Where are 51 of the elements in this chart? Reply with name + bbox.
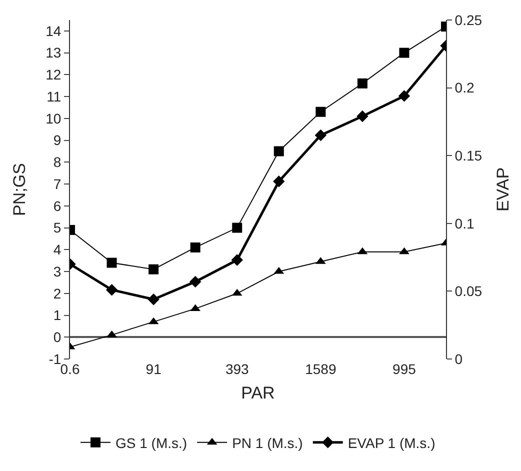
y-tick-label: 6 [53,198,62,214]
x-tick-label: 1589 [305,361,336,377]
y-tick-label: 8 [53,154,62,170]
y-tick-label: 1 [53,307,62,324]
y2-tick-label: 0.25 [454,12,482,28]
y2-tick-label: 0.2 [454,80,474,96]
y-tick-label: 4 [53,242,62,258]
x-tick-label: 91 [146,361,162,377]
point [189,276,202,288]
y-tick-label: 2 [53,285,62,302]
y-tick-label: 11 [46,88,62,104]
point [274,146,284,156]
y2-tick-label: 0.1 [454,215,474,232]
point [398,90,410,102]
point [148,293,160,306]
point [357,78,368,88]
point [356,110,368,122]
y-tick-label: 14 [46,22,62,39]
y2-tick-label: 0 [454,350,463,367]
y-tick-label: 10 [46,110,62,126]
point [106,284,118,296]
x-tick-label: 0.6 [60,361,80,377]
y-tick-label: 5 [53,220,62,236]
y2-tick-label: 0.15 [454,148,482,164]
legend-label: EVAP 1 (M.s.) [348,434,436,451]
x-tick-label: 393 [225,361,250,377]
point [399,247,410,254]
x-axis-title: PAR [241,383,275,402]
legend-label: PN 1 (M.s.) [232,434,303,451]
point [399,48,410,58]
point [106,258,117,268]
point [273,176,285,188]
point [231,254,243,266]
y-tick-label: 13 [46,44,62,61]
y-tick-label: 7 [53,176,62,192]
y2-axis-title: EVAP [494,167,513,212]
point [148,264,159,274]
legend-label: GS 1 (M.s.) [116,434,188,451]
y-tick-label: 9 [53,132,62,148]
y-tick-label: 0 [53,329,62,346]
point [106,330,117,338]
x-tick-label: 995 [392,361,416,377]
y2-tick-label: 0.05 [454,283,482,300]
y-tick-label: 12 [46,66,62,83]
y-axis-title: PN;GS [10,163,30,216]
point [316,106,326,117]
point [190,242,200,252]
point [232,222,242,233]
point [314,129,327,142]
y-tick-label: -1 [48,350,62,367]
y-tick-label: 3 [53,263,62,280]
